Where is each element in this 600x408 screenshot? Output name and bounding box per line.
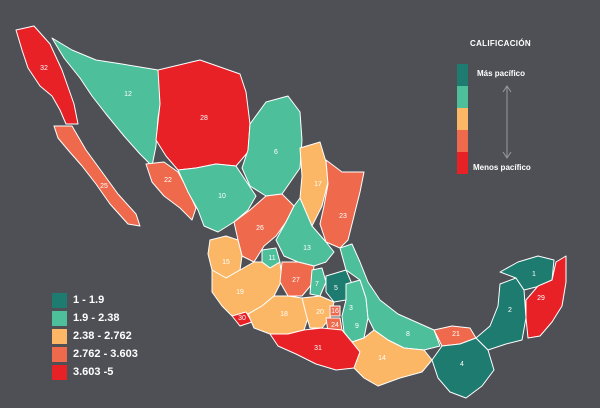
state-guanajuato[interactable] <box>279 261 315 297</box>
legend-item: 1.9 - 2.38 <box>52 309 138 327</box>
rank-label: 32 <box>40 65 48 72</box>
rank-label: 4 <box>460 361 464 368</box>
scale-bottom-label: Menos pacífico <box>473 163 531 172</box>
legend-item: 1 - 1.9 <box>52 291 138 309</box>
scale-step <box>457 130 468 152</box>
rank-label: 31 <box>314 345 322 352</box>
rank-label: 11 <box>268 255 275 262</box>
rank-label: 6 <box>274 149 278 156</box>
legend-swatch <box>52 292 67 308</box>
legend-item: 2.38 - 2.762 <box>52 327 138 345</box>
legend-swatch <box>52 364 67 380</box>
state-tamaulipas[interactable] <box>319 159 365 249</box>
double-arrow-icon <box>502 85 512 159</box>
legend-label: 3.603 -5 <box>73 366 114 378</box>
state-sonora[interactable] <box>51 37 163 167</box>
legend-swatch <box>52 310 67 326</box>
legend-label: 2.762 - 3.603 <box>73 348 138 360</box>
rank-label: 26 <box>256 225 264 232</box>
state-cdmx[interactable] <box>329 305 341 317</box>
state-durango[interactable] <box>177 163 257 233</box>
rank-label: 9 <box>355 323 359 330</box>
scale-bar <box>457 64 468 174</box>
rank-label: 28 <box>200 115 208 122</box>
state-coahuila[interactable] <box>241 95 303 197</box>
legend-item: 2.762 - 3.603 <box>52 345 138 363</box>
scale-step <box>457 152 468 174</box>
scale-title: CALIFICACIÓN <box>470 39 531 48</box>
rank-label: 8 <box>406 331 410 338</box>
scale-step <box>457 86 468 108</box>
state-baja-california[interactable] <box>15 25 79 125</box>
rank-label: 24 <box>331 322 339 329</box>
rank-label: 29 <box>537 295 545 302</box>
legend-label: 1 - 1.9 <box>73 294 105 306</box>
rank-label: 13 <box>303 245 311 252</box>
rank-label: 15 <box>222 259 230 266</box>
rank-label: 21 <box>452 331 460 338</box>
legend-label: 2.38 - 2.762 <box>73 330 132 342</box>
state-san-luis-potosi[interactable] <box>275 197 335 267</box>
rank-label: 2 <box>508 307 512 314</box>
state-chiapas[interactable] <box>431 337 495 399</box>
rank-label: 23 <box>339 213 347 220</box>
rank-label: 22 <box>164 177 172 184</box>
rank-label: 30 <box>238 315 246 322</box>
rank-label: 7 <box>315 281 319 288</box>
rank-label: 16 <box>331 308 339 315</box>
rank-label: 19 <box>236 289 244 296</box>
state-baja-california-sur[interactable] <box>53 125 141 227</box>
rank-label: 12 <box>124 91 132 98</box>
legend-swatch <box>52 328 67 344</box>
rank-label: 20 <box>316 309 324 316</box>
rank-label: 1 <box>532 271 536 278</box>
legend-label: 1.9 - 2.38 <box>73 312 120 324</box>
state-veracruz[interactable] <box>339 243 441 351</box>
state-campeche[interactable] <box>475 277 527 351</box>
state-sinaloa[interactable] <box>145 161 197 221</box>
state-oaxaca[interactable] <box>351 329 433 387</box>
state-rank-labels: 32 25 12 28 6 17 23 22 10 26 13 15 11 19… <box>40 65 545 368</box>
state-regions <box>15 25 567 399</box>
rank-label: 5 <box>334 285 338 292</box>
state-nuevo-leon[interactable] <box>297 141 329 227</box>
legend-swatch <box>52 346 67 362</box>
state-queretaro[interactable] <box>309 267 327 297</box>
scale-step <box>457 108 468 130</box>
rank-label: 3 <box>349 305 353 312</box>
legend-item: 3.603 -5 <box>52 363 138 381</box>
rank-label: 18 <box>280 311 288 318</box>
state-quintana-roo[interactable] <box>525 255 567 339</box>
rank-label: 17 <box>314 181 322 188</box>
rank-label: 25 <box>100 183 108 190</box>
range-legend: 1 - 1.9 1.9 - 2.38 2.38 - 2.762 2.762 - … <box>52 291 138 381</box>
rank-label: 10 <box>218 193 226 200</box>
scale-step <box>457 64 468 86</box>
rank-label: 14 <box>378 355 386 362</box>
rank-label: 27 <box>292 277 300 284</box>
scale-top-label: Más pacífico <box>477 69 526 78</box>
